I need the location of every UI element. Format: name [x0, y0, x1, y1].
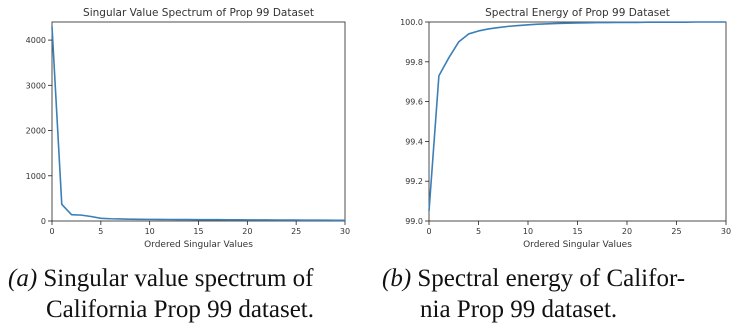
series-line — [428, 21, 726, 212]
y-tick-label: 99.8 — [405, 58, 423, 67]
caption-b: (b) Spectral energy of Califor- nia Prop… — [382, 263, 742, 325]
series-line — [51, 26, 346, 222]
y-tick-label: 99.2 — [405, 177, 423, 186]
x-tick-label: 10 — [523, 227, 533, 236]
caption-a: (a) Singular value spectrum of Californi… — [8, 263, 376, 325]
figure-canvas: Singular Value Spectrum of Prop 99 Datas… — [26, 7, 731, 250]
plot-frame — [428, 21, 727, 222]
y-tick-label: 4000 — [26, 36, 46, 45]
x-tick-label: 10 — [145, 227, 155, 236]
y-tick-label: 3000 — [26, 81, 46, 90]
caption-b-tag: (b) — [382, 265, 412, 292]
caption-b-line1: (b) Spectral energy of Califor- — [382, 263, 742, 294]
x-tick-label: 0 — [49, 227, 54, 236]
chart-title: Singular Value Spectrum of Prop 99 Datas… — [83, 7, 314, 19]
y-tick-label: 100.0 — [400, 18, 423, 27]
caption-a-line2: California Prop 99 dataset. — [46, 296, 314, 323]
y-tick-label: 99.4 — [405, 137, 423, 146]
x-tick-label: 15 — [572, 227, 582, 236]
chart-title: Spectral Energy of Prop 99 Dataset — [485, 7, 670, 19]
x-tick-label: 30 — [721, 227, 731, 236]
x-tick-label: 0 — [426, 227, 431, 236]
plot-frame — [51, 21, 346, 222]
x-axis-label: Ordered Singular Values — [523, 240, 632, 250]
y-tick-label: 2000 — [26, 127, 46, 136]
caption-a-line1: (a) Singular value spectrum of — [8, 263, 376, 294]
caption-b-line2: nia Prop 99 dataset. — [420, 296, 618, 323]
x-axis-label: Ordered Singular Values — [144, 240, 253, 250]
x-tick-label: 15 — [193, 227, 203, 236]
y-tick-label: 1000 — [26, 172, 46, 181]
x-tick-label: 5 — [476, 227, 481, 236]
x-tick-label: 20 — [622, 227, 632, 236]
chart-a: Singular Value Spectrum of Prop 99 Datas… — [26, 7, 350, 250]
x-tick-label: 25 — [671, 227, 681, 236]
x-tick-label: 30 — [340, 227, 350, 236]
y-tick-label: 99.6 — [405, 98, 423, 107]
caption-a-text-1: Singular value spectrum of — [37, 265, 314, 292]
x-tick-label: 20 — [242, 227, 252, 236]
chart-b: Spectral Energy of Prop 99 Dataset 0 5 10 15… — [400, 7, 731, 250]
x-tick-label: 5 — [98, 227, 103, 236]
x-tick-label: 25 — [291, 227, 301, 236]
y-tick-label: 0 — [41, 217, 46, 226]
y-tick-label: 99.0 — [405, 217, 423, 226]
caption-a-tag: (a) — [8, 265, 38, 292]
caption-b-text-1: Spectral energy of Califor- — [411, 265, 686, 292]
